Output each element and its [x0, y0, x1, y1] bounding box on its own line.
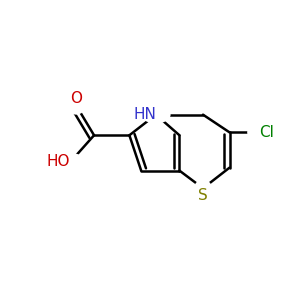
Ellipse shape [56, 153, 85, 171]
Text: HN: HN [133, 107, 156, 122]
Text: O: O [70, 91, 83, 106]
Ellipse shape [247, 124, 271, 141]
Ellipse shape [68, 97, 85, 115]
Text: Cl: Cl [259, 125, 274, 140]
Ellipse shape [141, 106, 171, 124]
Ellipse shape [194, 179, 212, 197]
Text: HO: HO [47, 154, 70, 169]
Text: S: S [198, 188, 208, 203]
